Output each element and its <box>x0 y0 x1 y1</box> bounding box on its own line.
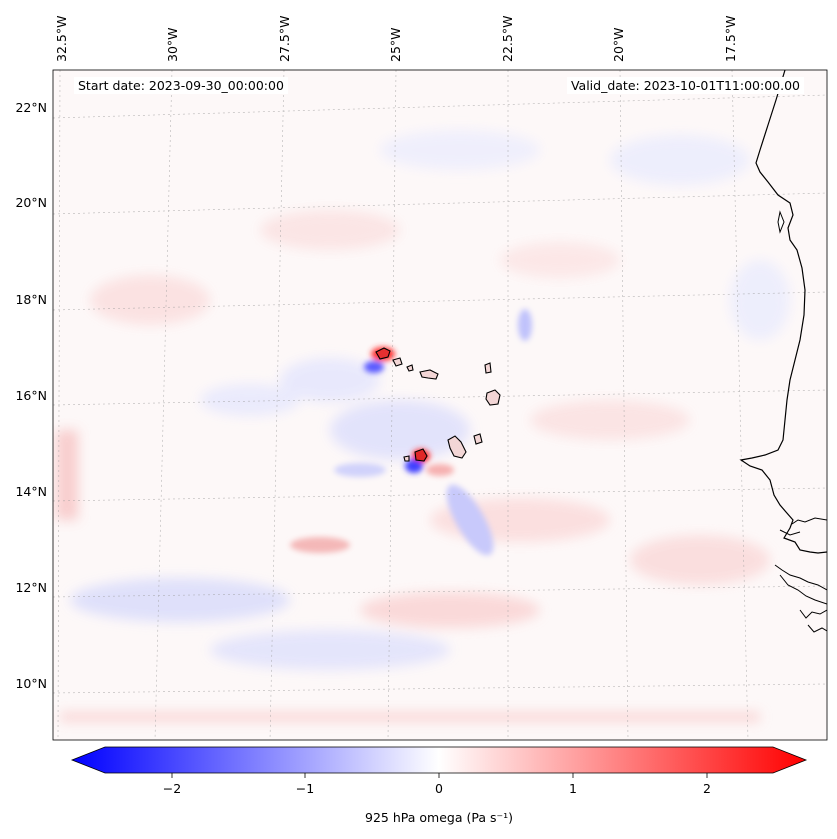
omega-negative-patch <box>280 358 380 402</box>
lat-label: 20°N <box>15 195 47 210</box>
gridline-25W <box>387 70 397 740</box>
cape-verde-islands <box>375 347 501 462</box>
island-santo-antao <box>375 347 391 360</box>
island-boa-vista <box>485 389 501 406</box>
lon-label: 20°W <box>611 27 626 62</box>
lon-label: 27.5°W <box>277 16 292 62</box>
lat-label: 16°N <box>15 388 47 403</box>
lon-label: 17.5°W <box>723 16 738 62</box>
lon-label: 25°W <box>388 27 403 62</box>
omega-negative-peak <box>405 459 423 473</box>
omega-negative-peak <box>364 361 384 373</box>
gridline-14N <box>53 487 827 502</box>
omega-positive-patch <box>500 242 620 278</box>
gridline-12N <box>53 585 827 598</box>
lat-label: 10°N <box>15 676 47 691</box>
gambia-coast <box>779 517 827 536</box>
start-date-label: Start date: 2023-09-30_00:00:00 <box>74 77 288 94</box>
colorbar-ticks <box>171 773 708 778</box>
omega-negative-streak <box>518 309 532 341</box>
omega-negative-patch <box>380 130 540 170</box>
omega-negative-wake <box>446 484 494 556</box>
colorbar-bar <box>70 746 808 774</box>
colorbar-tick-label: 1 <box>569 781 577 796</box>
latitude-labels: 22°N 20°N 18°N 16°N 14°N 12°N 10°N <box>15 100 47 691</box>
omega-negative-patch <box>200 384 300 416</box>
gridline-16N <box>53 389 827 406</box>
gridline-18N <box>53 291 827 311</box>
omega-positive-patch <box>90 275 210 325</box>
island-sao-vicente <box>392 357 403 367</box>
omega-negative-patch <box>730 260 790 340</box>
gridline-30W <box>154 70 173 740</box>
lon-label: 32.5°W <box>54 16 69 62</box>
island-sao-nicolau <box>419 369 439 380</box>
colorbar-tick-label: 0 <box>435 781 443 796</box>
colorbar-tick-label: 2 <box>703 781 711 796</box>
gridline-10N <box>53 683 827 694</box>
omega-negative-band <box>70 578 290 622</box>
valid-date-label: Valid_date: 2023-10-01T11:00:00.00 <box>566 77 804 94</box>
island-brava <box>403 455 410 462</box>
island-santiago <box>447 435 467 459</box>
lat-label: 18°N <box>15 292 47 307</box>
lon-label: 30°W <box>165 27 180 62</box>
omega-positive-patch <box>260 210 400 250</box>
gridline-20W <box>619 70 629 740</box>
omega-positive-wake <box>426 464 454 476</box>
omega-field <box>53 70 827 740</box>
island-maio <box>473 433 483 445</box>
colorbar-tick-label: −2 <box>163 781 181 796</box>
gridline-20N <box>53 192 827 215</box>
map-panel <box>52 69 828 741</box>
colorbar-title: 925 hPa omega (Pa s⁻¹) <box>365 810 513 825</box>
omega-negative-patch <box>330 400 470 460</box>
map-frame <box>52 69 828 741</box>
omega-positive-west-edge <box>56 430 78 520</box>
lat-label: 22°N <box>15 100 47 115</box>
gridline-27.5W <box>269 70 285 740</box>
omega-positive-patch <box>630 535 770 585</box>
longitude-labels: 32.5°W 30°W 27.5°W 25°W 22.5°W 20°W 17.5… <box>54 16 738 62</box>
gridline-17.5W <box>731 70 749 740</box>
omega-positive-band <box>360 592 540 628</box>
omega-negative-patch <box>610 135 750 185</box>
omega-negative-band <box>210 630 450 670</box>
guinea-bissau-coast <box>774 564 827 633</box>
omega-positive-south-edge <box>60 712 760 722</box>
lon-label: 22.5°W <box>500 16 515 62</box>
colorbar-tick-label: −1 <box>296 781 314 796</box>
gridline-32.5W <box>57 70 61 740</box>
island-santa-luzia <box>406 364 414 372</box>
island-fogo <box>414 448 428 462</box>
africa-coastline <box>739 70 827 554</box>
gridlines <box>53 70 827 740</box>
omega-positive-patch <box>530 400 690 440</box>
colorbar: −2 −1 0 1 2 925 hPa omega (Pa s⁻¹) <box>70 746 808 825</box>
coastal-lagoon <box>777 210 785 234</box>
gridline-22N <box>53 94 827 119</box>
omega-positive-streak <box>290 537 350 553</box>
lat-label: 12°N <box>15 580 47 595</box>
island-sal <box>484 362 492 374</box>
omega-negative-wake <box>334 463 386 477</box>
lat-label: 14°N <box>15 484 47 499</box>
